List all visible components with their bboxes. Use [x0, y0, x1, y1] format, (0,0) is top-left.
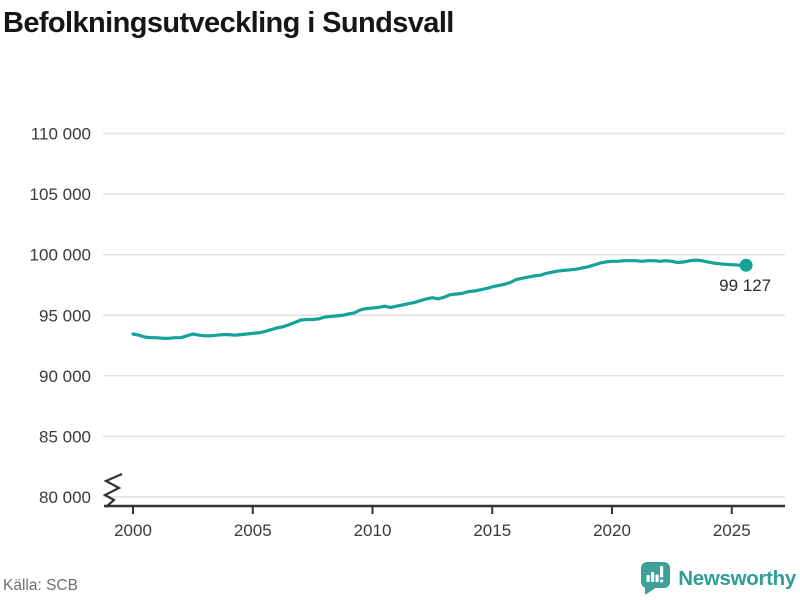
chart-title: Befolkningsutveckling i Sundsvall	[3, 7, 454, 39]
x-tick-label: 2005	[234, 521, 272, 540]
logo-bar-2	[651, 572, 655, 582]
y-tick-label: 85 000	[39, 427, 91, 446]
y-tick-label: 105 000	[30, 185, 91, 204]
end-point-marker	[739, 258, 753, 272]
logo-exclamation-dot	[660, 579, 664, 583]
y-tick-label: 110 000	[31, 125, 91, 144]
x-tick-label: 2010	[354, 521, 392, 540]
logo-bubble-tail	[645, 584, 658, 595]
brand-name: Newsworthy	[678, 566, 796, 590]
newsworthy-logo: Newsworthy	[640, 561, 796, 596]
x-tick-label: 2025	[713, 521, 751, 540]
source-note: Källa: SCB	[3, 577, 78, 594]
logo-bar-1	[646, 575, 650, 582]
y-tick-label: 95 000	[39, 306, 91, 325]
logo-exclamation-stem	[660, 566, 664, 578]
logo-bar-3	[655, 574, 659, 582]
x-tick-label: 2020	[593, 521, 631, 540]
x-tick-label: 2000	[114, 521, 152, 540]
y-tick-label: 80 000	[39, 488, 91, 507]
x-tick-label: 2015	[473, 521, 511, 540]
population-series-line	[131, 258, 748, 340]
end-point-value-label: 99 127	[719, 276, 771, 295]
y-tick-label: 90 000	[39, 367, 91, 386]
bar-chart-speech-bubble-icon	[641, 562, 671, 595]
axis-break-icon	[102, 472, 123, 508]
y-tick-label: 100 000	[30, 246, 91, 265]
